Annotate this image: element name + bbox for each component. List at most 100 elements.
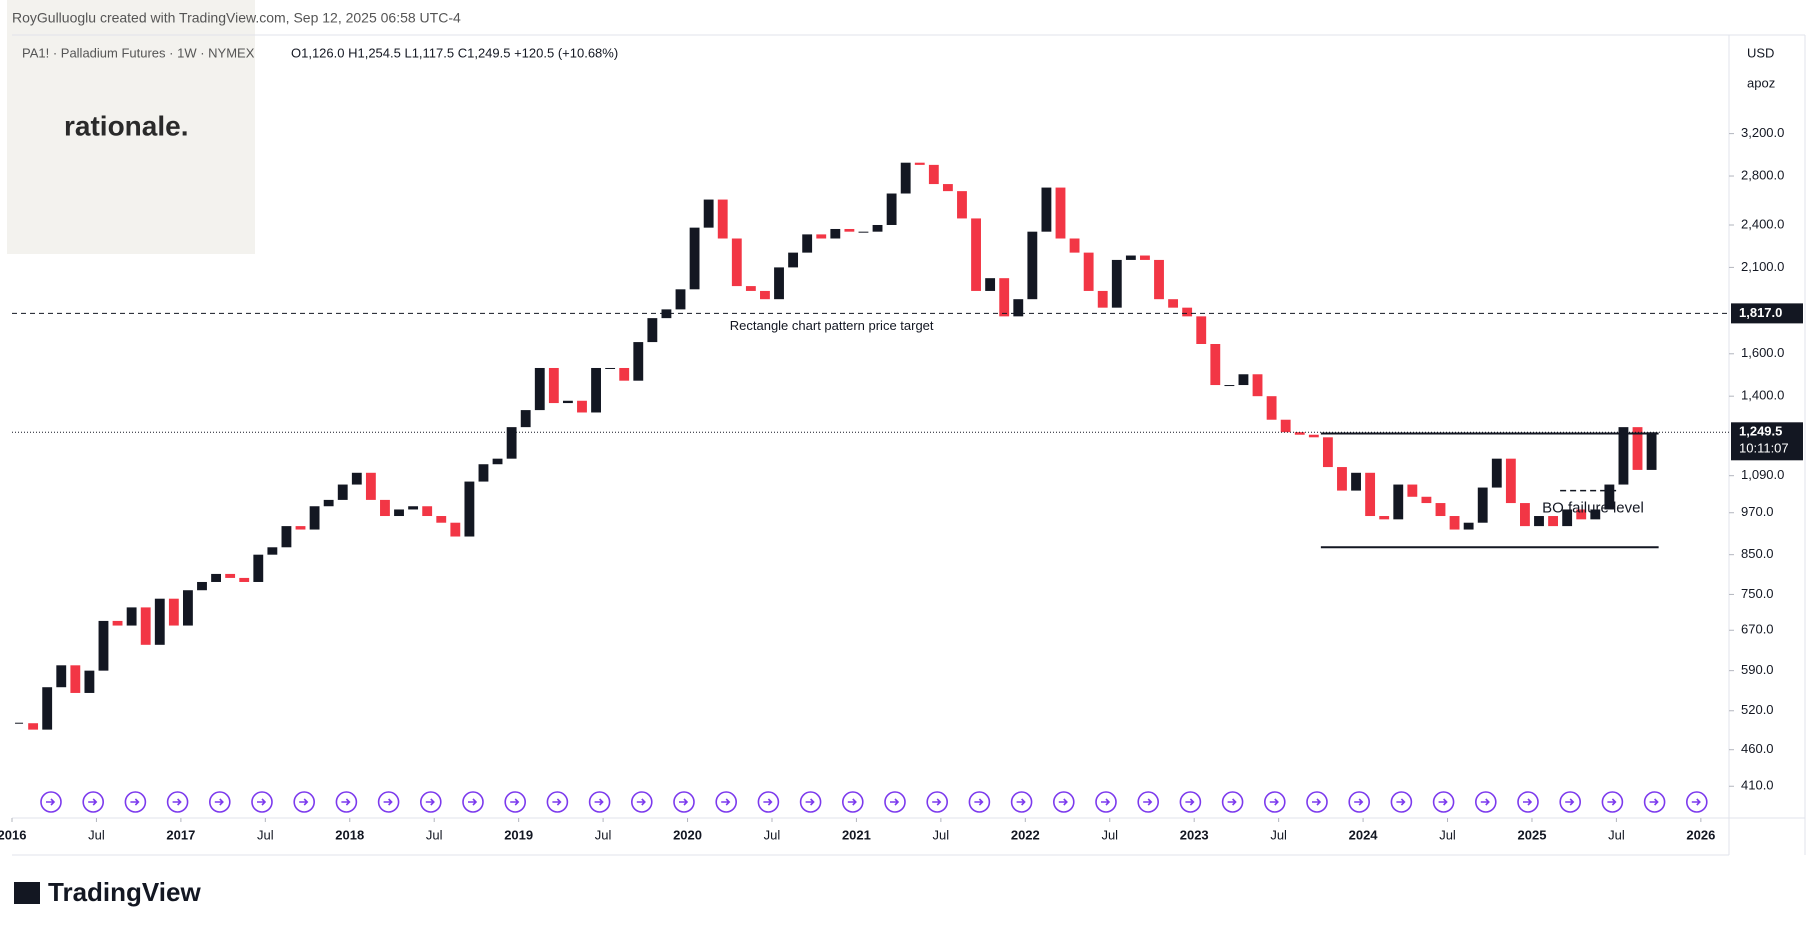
x-tick-label: 2023 (1180, 827, 1209, 842)
candle (971, 218, 981, 291)
candle (225, 573, 236, 578)
candle (1534, 516, 1544, 527)
x-tick-label: Jul (257, 827, 274, 842)
x-tick-label: 2026 (1686, 827, 1715, 842)
candle (1097, 290, 1108, 308)
countdown: 10:11:07 (1739, 441, 1789, 456)
candle (1266, 396, 1277, 420)
candle (844, 228, 855, 232)
candle (1055, 187, 1066, 239)
candle (562, 400, 573, 404)
x-tick-label: 2019 (504, 827, 533, 842)
candle (42, 687, 53, 730)
y-tick-label: 2,400.0 (1741, 216, 1784, 231)
candle (872, 224, 883, 232)
candle (28, 723, 39, 730)
candle (1294, 432, 1305, 435)
candle (1041, 187, 1052, 232)
x-tick-label: Jul (1101, 827, 1118, 842)
candle (239, 577, 250, 582)
event-icon (679, 798, 689, 806)
candle (98, 620, 109, 671)
candle (788, 252, 799, 268)
y-tick-label: 1,400.0 (1741, 388, 1784, 403)
event-icon (1649, 798, 1659, 806)
event-icon (1058, 798, 1068, 806)
y-tick-label: 750.0 (1741, 586, 1774, 601)
candle (1421, 496, 1432, 504)
x-tick-label: 2018 (335, 827, 364, 842)
candle (1590, 509, 1601, 520)
candle (1224, 385, 1235, 387)
price-tag (1731, 422, 1803, 461)
event-icon (1607, 798, 1617, 806)
x-tick-label: 2017 (166, 827, 195, 842)
x-tick-label: Jul (764, 827, 781, 842)
candle (1477, 487, 1488, 523)
candle (394, 509, 404, 517)
x-tick-label: Jul (1608, 827, 1625, 842)
candle (1154, 259, 1164, 300)
candle (1520, 503, 1530, 527)
currency: USD (1747, 45, 1774, 60)
event-icon (1396, 798, 1406, 806)
candle (577, 400, 587, 413)
candle (914, 162, 925, 165)
candle (365, 472, 376, 500)
candle (464, 481, 475, 537)
candle (1505, 458, 1516, 504)
y-tick-label: 460.0 (1741, 741, 1774, 756)
candle (1027, 231, 1038, 300)
ohlc: O1,126.0 H1,254.5 L1,117.5 C1,249.5 +120… (291, 45, 618, 60)
candle (731, 238, 742, 287)
event-icon (847, 798, 857, 806)
candle (1365, 472, 1376, 517)
candle (942, 184, 953, 192)
candle (380, 499, 390, 517)
candle (605, 367, 616, 369)
bo-text: BO failure level (1542, 500, 1644, 517)
candle (591, 367, 601, 413)
candle (70, 665, 81, 693)
candle (717, 199, 728, 239)
event-icon (468, 798, 478, 806)
unit: apoz (1747, 75, 1775, 90)
candle (506, 427, 517, 459)
candle (1379, 516, 1390, 520)
candle (1562, 509, 1573, 527)
event-icon (1438, 798, 1448, 806)
y-tick-label: 3,200.0 (1741, 125, 1784, 140)
candle (1548, 516, 1559, 527)
candle (267, 547, 278, 555)
credit: RoyGulluoglu created with TradingView.co… (12, 10, 461, 26)
candle (760, 290, 770, 300)
watermark-box (7, 0, 255, 254)
event-icon (383, 798, 393, 806)
candle (1308, 434, 1319, 438)
x-tick-label: Jul (933, 827, 950, 842)
candle (1435, 503, 1446, 517)
event-icon (890, 798, 900, 806)
candle (1491, 458, 1502, 488)
candle (703, 199, 714, 228)
candle (1449, 516, 1460, 530)
price-tag (1731, 303, 1803, 324)
event-icon (763, 798, 773, 806)
x-tick-label: Jul (88, 827, 105, 842)
event-icon (1565, 798, 1575, 806)
candle (351, 472, 362, 485)
event-icon (172, 798, 182, 806)
y-tick-label: 1,600.0 (1741, 345, 1784, 360)
event-icon (636, 798, 646, 806)
candle (253, 554, 264, 582)
candle (168, 598, 179, 626)
x-tick-label: 2020 (673, 827, 702, 842)
event-icon (88, 798, 98, 806)
event-icon (974, 798, 984, 806)
event-icon (1101, 798, 1111, 806)
event-icon (1269, 798, 1279, 806)
event-icon (1523, 798, 1533, 806)
event-icon (1143, 798, 1153, 806)
